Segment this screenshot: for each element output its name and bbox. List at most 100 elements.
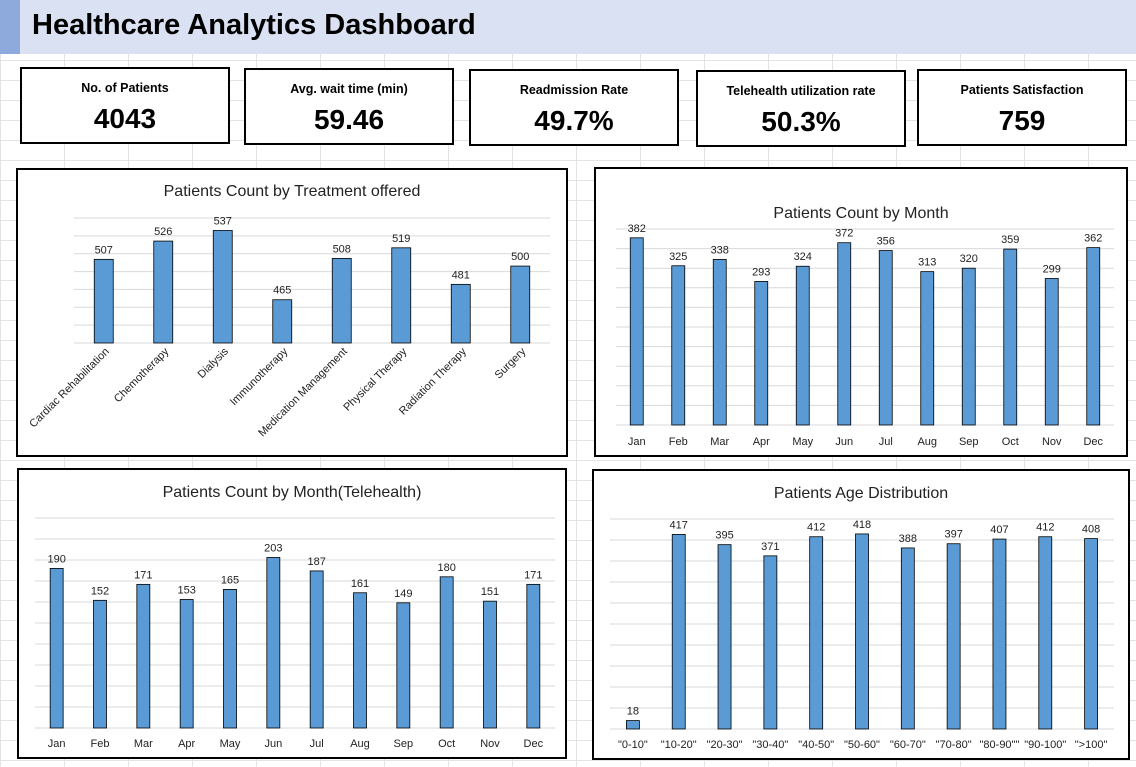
kpi-card-patients: No. of Patients 4043 <box>20 67 230 144</box>
bar <box>1044 278 1059 426</box>
bar <box>795 265 810 426</box>
data-label: 481 <box>452 269 470 281</box>
data-label: 313 <box>918 257 936 269</box>
data-label: 356 <box>877 236 895 248</box>
chart-title: Patients Age Distribution <box>773 485 949 502</box>
bar <box>878 250 893 426</box>
chart-svg: 190 Jan 152 Feb 171 Mar 153 Apr 165 May 203 Jun 187 J… <box>35 517 555 750</box>
data-label: 165 <box>221 574 239 586</box>
bar <box>855 533 869 730</box>
chart-svg: 18 "0-10" 417 "10-20" 395 "20-30" 371 "30-40" 41… <box>610 518 1114 751</box>
bar <box>809 536 824 730</box>
bar <box>136 583 151 729</box>
kpi-value: 50.3% <box>761 106 841 137</box>
tick-label: Immunotherapy <box>228 345 291 408</box>
bar <box>439 576 454 729</box>
tick-label: May <box>792 436 813 448</box>
tick-label: Jan <box>628 436 646 448</box>
data-label: 362 <box>1084 233 1102 245</box>
data-label: 338 <box>711 244 729 256</box>
kpi-label: Patients Satisfaction <box>960 83 1084 97</box>
kpi-value: 49.7% <box>534 105 614 136</box>
data-label: 18 <box>627 706 639 718</box>
tick-label: Jul <box>879 436 893 448</box>
tick-label: Chemotherapy <box>112 345 172 405</box>
bar <box>1038 536 1053 730</box>
bar <box>526 583 541 729</box>
chart-svg: 507 Cardiac Rehabilitation 526 Chemotherapy… <box>27 216 550 439</box>
chart-title: Patients Count by Month(Telehealth) <box>162 484 422 501</box>
bar <box>763 555 778 730</box>
data-label: 151 <box>481 586 499 598</box>
header-accent <box>0 0 20 54</box>
bar <box>153 240 174 344</box>
header-bar: Healthcare Analytics Dashboard <box>0 0 1136 54</box>
bar <box>179 599 194 729</box>
tick-label: "30-40" <box>752 739 788 751</box>
bar <box>992 538 1007 730</box>
bar <box>93 258 114 344</box>
bar <box>212 230 233 344</box>
kpi-label: No. of Patients <box>81 81 169 95</box>
tick-label: Surgery <box>493 345 529 381</box>
tick-label: Apr <box>753 436 770 448</box>
tick-label: Cardiac Rehabilitation <box>27 346 112 431</box>
tick-label: ">100" <box>1075 739 1108 751</box>
bar <box>483 600 497 729</box>
bar <box>450 283 471 344</box>
bar <box>1086 247 1101 426</box>
tick-label: Nov <box>1042 436 1062 448</box>
tick-label: "50-60" <box>844 739 880 751</box>
bar <box>223 589 237 729</box>
tick-label: Jun <box>264 738 282 750</box>
tick-label: Radiation Therapy <box>397 345 469 417</box>
tick-label: May <box>220 738 241 750</box>
kpi-card-readmission: Readmission Rate 49.7% <box>469 69 679 146</box>
data-label: 417 <box>670 519 688 531</box>
data-label: 161 <box>351 578 369 590</box>
data-label: 526 <box>154 226 172 238</box>
tick-label: "90-100" <box>1024 739 1066 751</box>
data-label: 412 <box>807 522 825 534</box>
data-label: 190 <box>47 553 65 565</box>
bar <box>331 257 352 344</box>
bar <box>629 237 644 426</box>
bar <box>961 267 976 426</box>
dashboard-title: Healthcare Analytics Dashboard <box>32 9 476 41</box>
data-label: 397 <box>944 529 962 541</box>
chart-month: Patients Count by Month 382 Jan 325 Feb 338 M… <box>594 167 1128 457</box>
data-label: 507 <box>95 244 113 256</box>
data-label: 537 <box>214 216 232 228</box>
tick-label: Apr <box>178 738 195 750</box>
bar <box>309 570 324 729</box>
tick-label: "80-90"" <box>980 739 1020 751</box>
data-label: 407 <box>990 524 1008 536</box>
tick-label: Aug <box>350 738 370 750</box>
tick-label: Feb <box>91 738 110 750</box>
data-label: 299 <box>1043 263 1061 275</box>
bar <box>396 602 411 729</box>
data-label: 171 <box>524 569 542 581</box>
chart-telehealth-month: Patients Count by Month(Telehealth) 190 J… <box>17 468 567 759</box>
tick-label: Jan <box>48 738 66 750</box>
bar <box>1003 248 1018 426</box>
kpi-label: Telehealth utilization rate <box>726 84 876 98</box>
data-label: 324 <box>794 251 812 263</box>
tick-label: Physical Therapy <box>341 345 409 413</box>
bar <box>671 534 686 730</box>
tick-label: Dec <box>524 738 544 750</box>
bar <box>712 258 727 426</box>
data-label: 371 <box>761 541 779 553</box>
tick-label: Oct <box>1002 436 1019 448</box>
kpi-value: 4043 <box>93 103 157 134</box>
bar <box>272 299 293 344</box>
data-label: 180 <box>437 562 455 574</box>
tick-label: "70-80" <box>936 739 972 751</box>
tick-label: Aug <box>917 436 937 448</box>
chart-treatment: Patients Count by Treatment offered 507 C… <box>16 168 568 457</box>
data-label: 187 <box>307 556 325 568</box>
data-label: 149 <box>394 588 412 600</box>
data-label: 395 <box>715 530 733 542</box>
bar <box>837 242 852 426</box>
bar <box>717 544 732 730</box>
